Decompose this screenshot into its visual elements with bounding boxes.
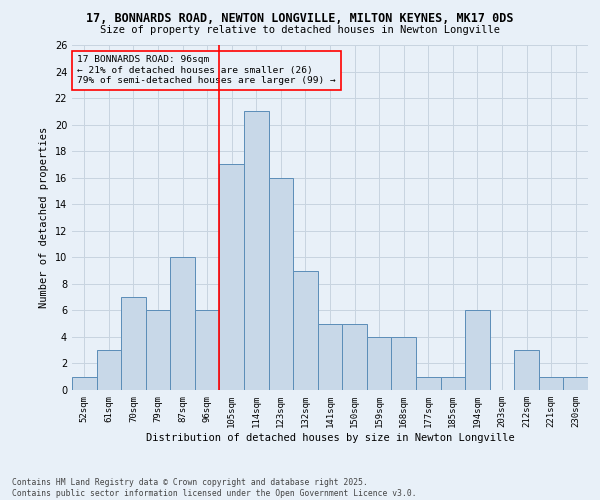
- Text: Contains HM Land Registry data © Crown copyright and database right 2025.
Contai: Contains HM Land Registry data © Crown c…: [12, 478, 416, 498]
- Bar: [269, 178, 293, 390]
- Bar: [121, 297, 146, 390]
- Bar: [195, 310, 220, 390]
- Bar: [220, 164, 244, 390]
- Text: 17 BONNARDS ROAD: 96sqm
← 21% of detached houses are smaller (26)
79% of semi-de: 17 BONNARDS ROAD: 96sqm ← 21% of detache…: [77, 56, 336, 85]
- Bar: [342, 324, 367, 390]
- Bar: [465, 310, 490, 390]
- X-axis label: Distribution of detached houses by size in Newton Longville: Distribution of detached houses by size …: [146, 432, 514, 442]
- Bar: [391, 337, 416, 390]
- Bar: [244, 112, 269, 390]
- Bar: [416, 376, 440, 390]
- Bar: [440, 376, 465, 390]
- Text: 17, BONNARDS ROAD, NEWTON LONGVILLE, MILTON KEYNES, MK17 0DS: 17, BONNARDS ROAD, NEWTON LONGVILLE, MIL…: [86, 12, 514, 26]
- Bar: [170, 258, 195, 390]
- Text: Size of property relative to detached houses in Newton Longville: Size of property relative to detached ho…: [100, 25, 500, 35]
- Y-axis label: Number of detached properties: Number of detached properties: [39, 127, 49, 308]
- Bar: [146, 310, 170, 390]
- Bar: [293, 270, 318, 390]
- Bar: [318, 324, 342, 390]
- Bar: [72, 376, 97, 390]
- Bar: [563, 376, 588, 390]
- Bar: [97, 350, 121, 390]
- Bar: [367, 337, 391, 390]
- Bar: [539, 376, 563, 390]
- Bar: [514, 350, 539, 390]
